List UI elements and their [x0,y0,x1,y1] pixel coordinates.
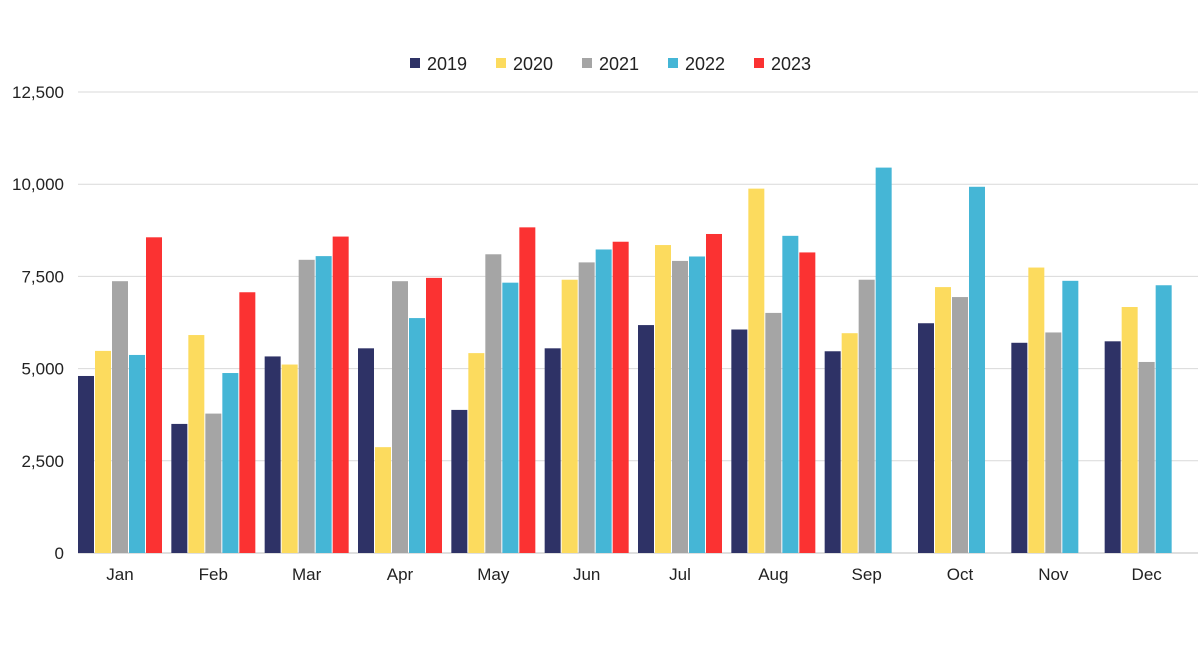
y-tick-label: 10,000 [12,175,64,194]
bar-2023-apr [426,277,442,553]
bar-2019-apr [358,348,374,553]
bar-2020-may [468,353,485,553]
x-tick-label-feb: Feb [199,565,228,584]
legend-label-2023: 2023 [771,54,811,74]
legend-swatch-2022 [668,58,678,68]
bar-2023-jan [146,237,162,554]
bar-2019-dec [1104,341,1121,553]
bar-2019-jan [78,375,94,553]
x-tick-label-jan: Jan [106,565,133,584]
legend-swatch-2021 [582,58,592,68]
bar-2020-oct [935,287,951,553]
bar-2019-jun [544,348,561,553]
legend-swatch-2020 [496,58,506,68]
x-tick-label-aug: Aug [758,565,788,584]
bar-2022-feb [222,373,239,553]
legend-label-2019: 2019 [427,54,467,74]
x-tick-label-jul: Jul [669,565,691,584]
bar-2021-sep [858,279,875,553]
bar-2023-mar [332,236,349,554]
bar-2022-aug [782,235,799,553]
bar-2022-jun [595,249,612,553]
bar-2019-oct [918,323,934,553]
bar-2022-jul [689,256,705,553]
bar-2023-aug [799,252,816,554]
y-tick-label: 12,500 [12,83,64,102]
x-tick-label-dec: Dec [1132,565,1163,584]
x-tick-label-jun: Jun [573,565,600,584]
bar-2020-jul [655,245,671,553]
legend-swatch-2019 [410,58,420,68]
bar-2023-feb [239,292,256,553]
bar-2021-mar [298,259,315,553]
x-axis-tick-labels: Jan Feb Mar Apr May Jun Jul Aug Sep Oct Nov Dec [106,565,1162,584]
bar-2022-sep [875,167,892,553]
bar-2019-nov [1011,342,1028,553]
bar-2020-dec [1121,307,1138,553]
bar-2021-aug [765,312,782,553]
bar-2021-may [485,254,502,553]
bar-2022-jan [129,354,145,553]
x-tick-label-sep: Sep [852,565,882,584]
bar-2021-nov [1045,332,1062,553]
y-tick-label: 7,500 [21,267,64,286]
x-tick-label-nov: Nov [1038,565,1069,584]
bar-2019-jul [638,325,654,553]
bar-2020-jan [95,350,111,553]
bar-2022-nov [1062,280,1079,553]
bar-2022-apr [409,318,425,553]
bar-2020-nov [1028,267,1045,553]
legend-swatch-2023 [754,58,764,68]
x-tick-label-may: May [477,565,510,584]
bar-2023-may [519,227,536,553]
bar-2021-oct [952,297,968,553]
bar-2020-mar [281,364,298,553]
y-tick-label: 2,500 [21,452,64,471]
bar-2020-sep [841,333,858,553]
legend-label-2020: 2020 [513,54,553,74]
x-tick-label-mar: Mar [292,565,322,584]
bar-2022-may [502,282,519,553]
bar-2021-jan [112,281,128,553]
bar-2020-jun [561,279,578,553]
bar-2021-dec [1138,361,1155,553]
bar-2022-oct [969,186,985,553]
x-tick-label-apr: Apr [387,565,414,584]
bar-2019-aug [731,329,748,553]
y-axis-tick-labels: 0 2,500 5,000 7,500 10,000 12,500 [12,83,64,563]
bar-2020-apr [375,447,391,553]
x-tick-label-oct: Oct [947,565,974,584]
bar-2020-feb [188,335,205,553]
bar-2019-sep [824,351,841,553]
bar-2021-apr [392,281,408,553]
bar-2019-feb [171,423,188,553]
y-tick-label: 5,000 [21,360,64,379]
bar-2022-mar [315,256,332,553]
bar-2023-jun [612,241,629,554]
legend: 2019 2020 2021 2022 2023 [410,54,811,74]
bars [78,167,1172,554]
bar-2021-feb [205,413,222,553]
bar-2020-aug [748,188,765,553]
bar-2021-jul [672,260,688,553]
legend-label-2021: 2021 [599,54,639,74]
bar-2023-jul [706,233,722,553]
bar-2021-jun [578,262,595,553]
legend-label-2022: 2022 [685,54,725,74]
y-tick-label: 0 [55,544,64,563]
bar-2019-may [451,409,468,553]
bar-2019-mar [264,356,281,553]
bar-2022-dec [1155,285,1172,553]
